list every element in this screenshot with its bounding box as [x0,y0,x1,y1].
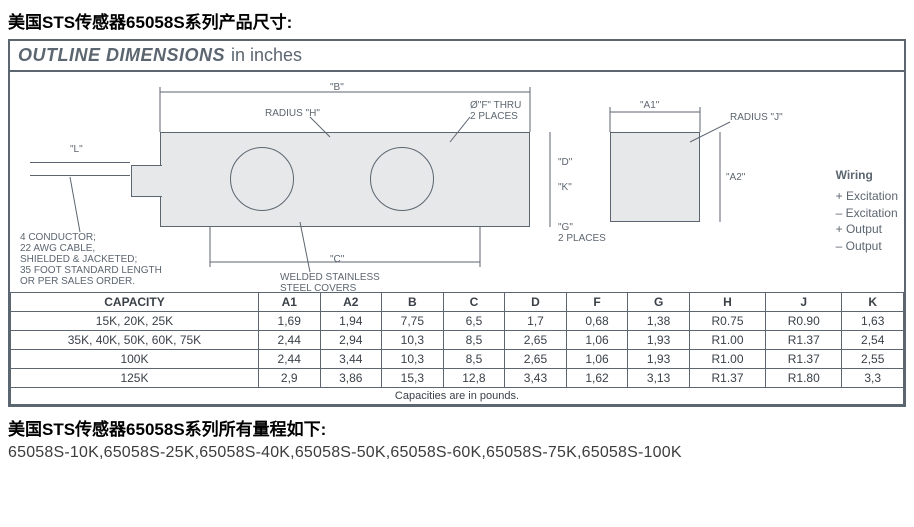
welded-note: WELDED STAINLESS STEEL COVERS [280,272,380,292]
table-header-cell: D [505,293,567,312]
table-row: 125K2,93,8615,312,83,431,623,13R1.37R1.8… [11,369,904,388]
table-cell: 1,06 [566,350,628,369]
table-cell: 1,69 [258,312,320,331]
table-cell: 2,54 [842,331,904,350]
table-cell: 3,44 [320,350,382,369]
table-cell: 3,13 [628,369,690,388]
table-row: 100K2,443,4410,38,52,651,061,93R1.00R1.3… [11,350,904,369]
wiring-line: + Output [836,221,898,238]
outline-box: OUTLINE DIMENSIONS in inches [8,39,906,407]
dimensions-table: CAPACITYA1A2BCDFGHJK 15K, 20K, 25K1,691,… [10,292,904,405]
table-cell: 7,75 [382,312,444,331]
table-cell: 12,8 [443,369,505,388]
conductor-note: 4 CONDUCTOR; 22 AWG CABLE, SHIELDED & JA… [20,232,162,287]
table-row: 35K, 40K, 50K, 60K, 75K2,442,9410,38,52,… [11,331,904,350]
table-cell: 2,44 [258,350,320,369]
table-cell: 125K [11,369,259,388]
table-header-cell: A1 [258,293,320,312]
page-title-top: 美国STS传感器65058S系列产品尺寸: [8,8,906,33]
dim-k: "K" [558,182,572,193]
table-cell: 10,3 [382,331,444,350]
table-cell: 15,3 [382,369,444,388]
dim-d: "D" [558,157,572,168]
outline-title-unit: in inches [231,45,302,66]
dim-radius-h: RADIUS "H" [265,108,320,119]
table-cell: 8,5 [443,331,505,350]
table-header-cell: F [566,293,628,312]
table-cell: 2,65 [505,331,567,350]
table-cell: 0,68 [566,312,628,331]
table-row: 15K, 20K, 25K1,691,947,756,51,70,681,38R… [11,312,904,331]
table-header-cell: A2 [320,293,382,312]
wiring-line: – Excitation [836,205,898,222]
table-cell: 6,5 [443,312,505,331]
table-cell: R1.80 [766,369,842,388]
table-caption-row: Capacities are in pounds. [11,388,904,405]
model-list: 65058S-10K,65058S-25K,65058S-40K,65058S-… [8,444,906,462]
table-cell: 1,7 [505,312,567,331]
table-cell: R0.75 [689,312,765,331]
table-cell: 10,3 [382,350,444,369]
dim-f-thru: Ø"F" THRU 2 PLACES [470,100,521,122]
page-title-bottom: 美国STS传感器65058S系列所有量程如下: [8,415,906,440]
table-cell: 1,06 [566,331,628,350]
table-cell: 3,3 [842,369,904,388]
table-cell: R1.37 [689,369,765,388]
table-header-cell: H [689,293,765,312]
diagram-area: "B" RADIUS "H" Ø"F" THRU 2 PLACES "A1" R… [10,72,904,292]
table-header-cell: K [842,293,904,312]
table-cell: 1,62 [566,369,628,388]
table-header-cell: C [443,293,505,312]
dim-a2: "A2" [726,172,745,183]
dim-radius-j: RADIUS "J" [730,112,783,123]
dim-b: "B" [330,82,344,93]
table-cell: R1.00 [689,331,765,350]
table-header-cell: CAPACITY [11,293,259,312]
wiring-box: Wiring + Excitation – Excitation + Outpu… [836,167,898,255]
table-header-cell: B [382,293,444,312]
table-cell: 1,93 [628,350,690,369]
table-cell: R1.00 [689,350,765,369]
table-cell: 1,63 [842,312,904,331]
wiring-line: – Output [836,238,898,255]
table-cell: 15K, 20K, 25K [11,312,259,331]
table-cell: 100K [11,350,259,369]
table-header-row: CAPACITYA1A2BCDFGHJK [11,293,904,312]
table-cell: R1.37 [766,350,842,369]
table-caption: Capacities are in pounds. [11,388,904,405]
dim-c: "C" [330,254,344,265]
outline-header: OUTLINE DIMENSIONS in inches [10,41,904,72]
table-cell: R1.37 [766,331,842,350]
wiring-line: + Excitation [836,188,898,205]
table-cell: 3,86 [320,369,382,388]
dim-l: "L" [70,144,83,155]
table-cell: 1,94 [320,312,382,331]
table-cell: 35K, 40K, 50K, 60K, 75K [11,331,259,350]
dim-a1: "A1" [640,100,659,111]
table-cell: 1,38 [628,312,690,331]
dim-g: "G" 2 PLACES [558,222,606,244]
table-cell: 8,5 [443,350,505,369]
table-header-cell: G [628,293,690,312]
table-cell: 2,9 [258,369,320,388]
table-cell: 2,94 [320,331,382,350]
table-header-cell: J [766,293,842,312]
table-cell: 2,44 [258,331,320,350]
wiring-title: Wiring [836,167,898,184]
table-cell: 1,93 [628,331,690,350]
outline-title-bold: OUTLINE DIMENSIONS [18,45,225,66]
table-cell: 3,43 [505,369,567,388]
table-cell: 2,65 [505,350,567,369]
table-cell: R0.90 [766,312,842,331]
table-cell: 2,55 [842,350,904,369]
